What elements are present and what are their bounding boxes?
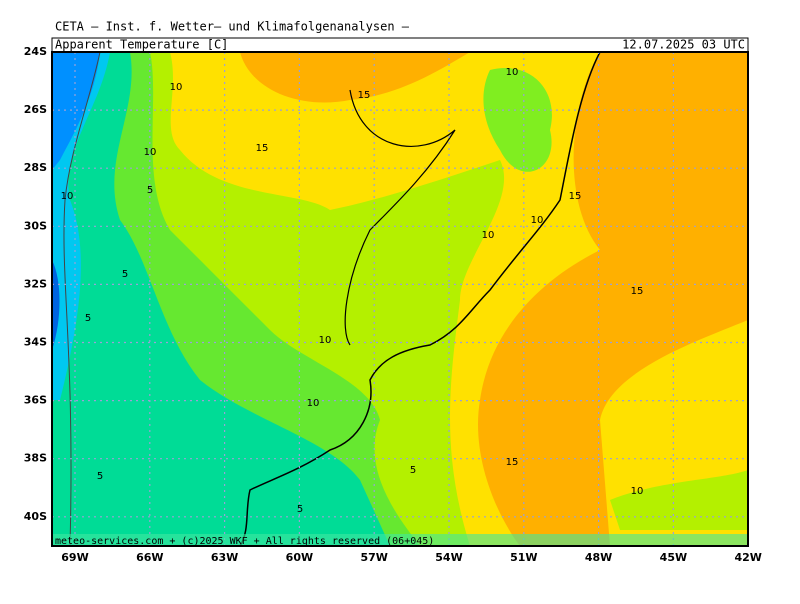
title: CETA – Inst. f. Wetter– und Klimafolgena…	[55, 20, 410, 34]
contour-label: 5	[147, 185, 153, 196]
contour-label: 5	[410, 465, 416, 476]
contour-labels: 10 10 15 15 10 5 10 15 10 10 5 15 5 10 10 15 5 5 10 5	[61, 67, 644, 515]
border	[344, 89, 456, 346]
footer: meteo-services.com + (c)2025 WKF + All r…	[55, 536, 434, 547]
contour-label: 10	[506, 67, 519, 78]
lon-label: 51W	[510, 551, 537, 564]
field-blue	[52, 52, 100, 170]
contour-label: 10	[307, 398, 320, 409]
valid-time: 12.07.2025 03 UTC	[622, 38, 745, 52]
contour-label: 5	[297, 504, 303, 515]
lat-label: 38S	[24, 452, 47, 465]
contour-label: 10	[531, 215, 544, 226]
contour-label: 15	[358, 90, 371, 101]
lat-label: 24S	[24, 45, 47, 58]
field-blue	[52, 260, 60, 350]
lon-label: 48W	[585, 551, 612, 564]
lat-label: 28S	[24, 161, 47, 174]
lon-label: 54W	[435, 551, 462, 564]
map-field	[52, 52, 748, 546]
lon-label: 42W	[734, 551, 761, 564]
coastline	[239, 52, 601, 546]
contour-label: 10	[319, 335, 332, 346]
lat-label: 36S	[24, 394, 47, 407]
contour-label: 15	[569, 191, 582, 202]
contour-label: 5	[85, 313, 91, 324]
lon-label: 60W	[286, 551, 313, 564]
field-light-green	[610, 470, 748, 530]
footer-band	[52, 534, 748, 546]
contour-label: 5	[122, 269, 128, 280]
map-frame	[51, 51, 749, 547]
contour-label: 10	[61, 191, 74, 202]
lon-label: 45W	[660, 551, 687, 564]
field-green	[483, 68, 552, 172]
contour-label: 15	[506, 457, 519, 468]
contour-label: 15	[631, 286, 644, 297]
border	[63, 52, 101, 546]
contour-label: 5	[97, 471, 103, 482]
contour-label: 10	[482, 230, 495, 241]
lon-label: 69W	[61, 551, 88, 564]
contour-label: 15	[256, 143, 269, 154]
field-name: Apparent Temperature [C]	[55, 38, 228, 52]
lat-label: 40S	[24, 510, 47, 523]
lon-label: 57W	[360, 551, 387, 564]
contour-label: 10	[631, 486, 644, 497]
lon-label: 63W	[211, 551, 238, 564]
lat-label: 30S	[24, 219, 47, 232]
lat-label: 26S	[24, 103, 47, 116]
contour-label: 10	[170, 82, 183, 93]
lat-label: 34S	[24, 336, 47, 349]
field-teal	[52, 52, 390, 546]
lon-label: 66W	[136, 551, 163, 564]
contour-label: 10	[144, 147, 157, 158]
lat-label: 32S	[24, 277, 47, 290]
